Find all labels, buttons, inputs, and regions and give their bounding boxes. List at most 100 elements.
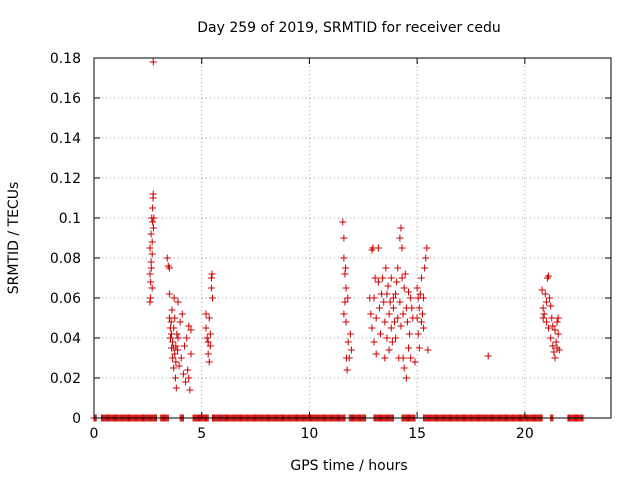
data-point	[393, 278, 401, 286]
data-point	[163, 254, 171, 262]
data-point	[417, 318, 425, 326]
data-point	[382, 264, 390, 272]
y-tick-label: 0.1	[59, 211, 81, 227]
data-point	[398, 244, 406, 252]
data-point	[166, 334, 174, 342]
data-point	[147, 230, 155, 238]
data-point	[422, 254, 430, 262]
data-point	[416, 290, 424, 298]
data-point	[384, 282, 392, 290]
data-point	[342, 264, 350, 272]
data-point	[387, 274, 395, 282]
data-point	[397, 224, 405, 232]
data-point	[178, 310, 186, 318]
data-point	[551, 354, 559, 362]
data-point	[377, 330, 385, 338]
data-point	[339, 218, 347, 226]
data-point	[405, 344, 413, 352]
data-point	[344, 294, 352, 302]
data-point	[389, 304, 397, 312]
data-point	[174, 346, 182, 354]
plot-frame	[93, 57, 612, 419]
data-point	[417, 274, 425, 282]
data-point	[381, 354, 389, 362]
data-point	[169, 338, 177, 346]
data-point	[391, 318, 399, 326]
data-point	[147, 264, 155, 272]
data-point	[174, 334, 182, 342]
y-tick-label: 0.12	[50, 171, 81, 187]
data-point	[344, 338, 352, 346]
data-point	[207, 274, 215, 282]
data-point	[149, 224, 157, 232]
y-tick-label: 0.08	[50, 251, 81, 267]
data-point	[399, 310, 407, 318]
data-point	[555, 346, 563, 354]
data-point	[179, 370, 187, 378]
data-point	[180, 342, 188, 350]
data-point	[171, 374, 179, 382]
data-point	[184, 366, 192, 374]
data-point	[552, 338, 560, 346]
data-point	[165, 290, 173, 298]
data-point	[421, 264, 429, 272]
data-point	[167, 318, 175, 326]
data-point	[385, 310, 393, 318]
data-point	[168, 306, 176, 314]
data-point	[340, 254, 348, 262]
chart-title: Day 259 of 2019, SRMTID for receiver ced…	[197, 20, 500, 36]
data-point	[403, 318, 411, 326]
data-point	[385, 346, 393, 354]
data-point	[396, 298, 404, 306]
data-point	[424, 346, 432, 354]
data-point	[397, 322, 405, 330]
data-point	[173, 330, 181, 338]
data-point	[405, 288, 413, 296]
data-point	[539, 304, 547, 312]
data-point	[146, 270, 154, 278]
data-point	[146, 298, 154, 306]
data-point	[204, 338, 212, 346]
data-point	[175, 362, 183, 370]
data-point	[553, 318, 561, 326]
grid	[94, 58, 611, 418]
data-point	[342, 284, 350, 292]
data-point	[370, 294, 378, 302]
data-point	[413, 314, 421, 322]
data-point	[400, 364, 408, 372]
data-point	[176, 318, 184, 326]
x-tick-label: 10	[301, 426, 319, 442]
data-point	[171, 314, 179, 322]
data-point	[371, 274, 379, 282]
data-point	[400, 284, 408, 292]
data-point	[545, 324, 553, 332]
data-point	[423, 244, 431, 252]
y-tick-label: 0.18	[50, 51, 81, 67]
data-point	[383, 290, 391, 298]
data-point	[204, 350, 212, 358]
data-point	[341, 298, 349, 306]
data-point	[206, 342, 214, 350]
data-point	[398, 274, 406, 282]
data-point	[549, 342, 557, 350]
data-point	[208, 270, 216, 278]
data-point	[345, 354, 353, 362]
data-point	[170, 364, 178, 372]
data-point	[203, 334, 211, 342]
data-point	[394, 264, 402, 272]
data-point	[346, 330, 354, 338]
data-point	[541, 290, 549, 298]
data-point	[415, 304, 423, 312]
data-point	[342, 318, 350, 326]
data-point	[148, 250, 156, 258]
data-point	[415, 344, 423, 352]
y-tick-label: 0.06	[50, 291, 81, 307]
data-point	[150, 214, 158, 222]
data-point	[401, 270, 409, 278]
data-point	[546, 294, 554, 302]
x-axis-label: GPS time / hours	[290, 458, 407, 474]
data-point	[554, 330, 562, 338]
data-point	[205, 314, 213, 322]
data-point	[394, 314, 402, 322]
y-tick-label: 0.16	[50, 91, 81, 107]
